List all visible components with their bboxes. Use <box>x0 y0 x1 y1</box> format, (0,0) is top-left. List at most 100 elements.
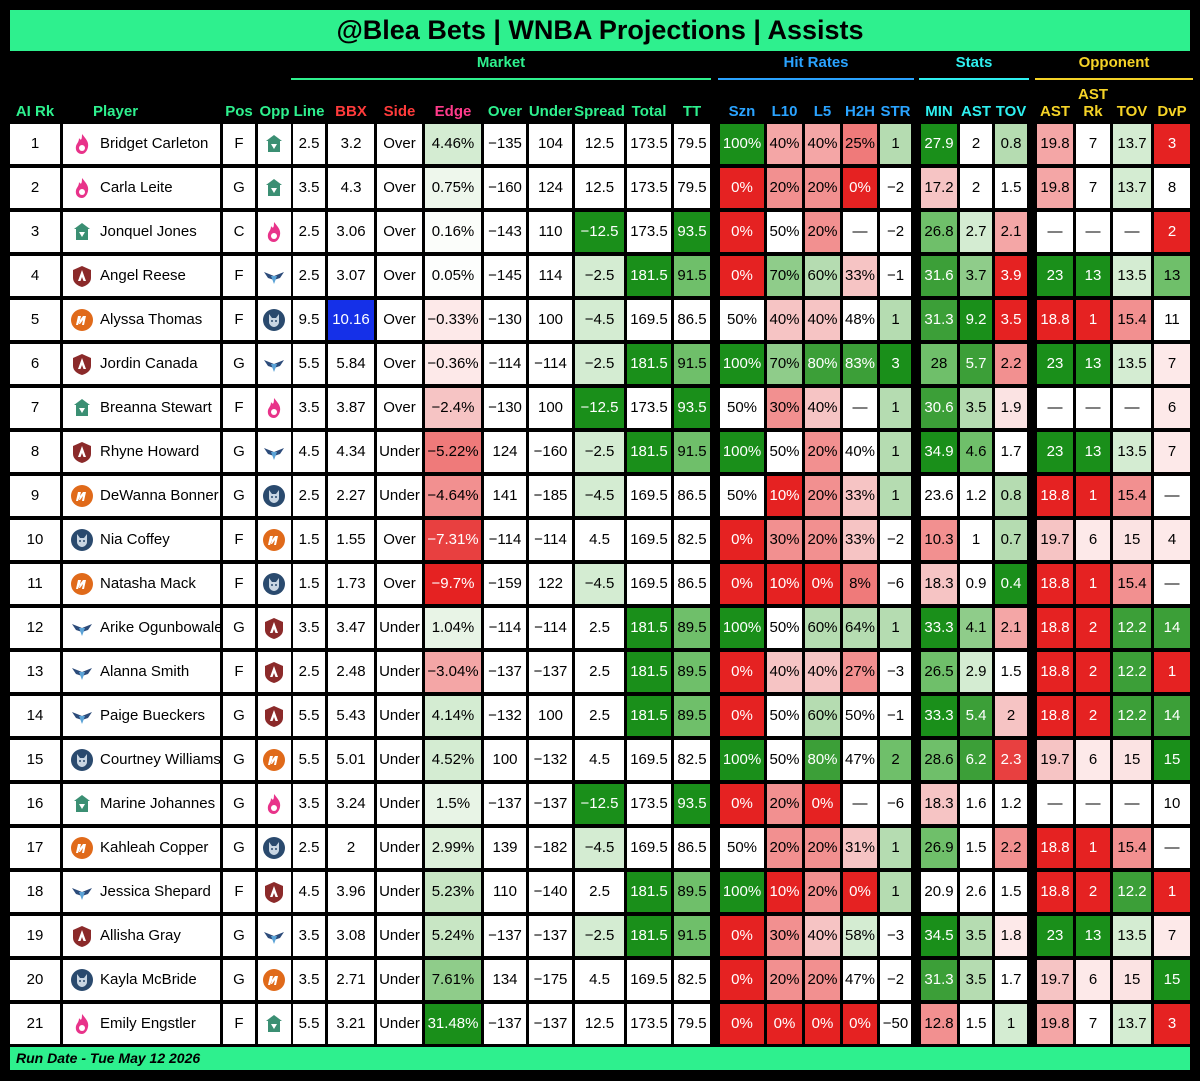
header-line[interactable]: Line <box>293 103 325 120</box>
header-oast[interactable]: AST <box>1040 103 1070 120</box>
cell-tov: 2 <box>995 696 1027 736</box>
cell-l10: 20% <box>767 784 802 824</box>
cell-l10: 50% <box>767 696 802 736</box>
cell-over: −159 <box>484 564 526 604</box>
table-row[interactable]: 18 Jessica Shepard F 4.5 3.96 Under 5.23% 110 −1… <box>7 870 1193 914</box>
table-row[interactable]: 19 Allisha Gray G 3.5 3.08 Under 5.24% −137 −137… <box>7 914 1193 958</box>
cell-l10: 10% <box>767 564 802 604</box>
cell-under: −137 <box>529 916 572 956</box>
header-str[interactable]: STR <box>880 103 911 120</box>
table-row[interactable]: 3 Jonquel Jones C 2.5 3.06 Over 0.16% −143 110 −1… <box>7 210 1193 254</box>
cell-side: Under <box>377 652 422 692</box>
cell-side: Under <box>377 740 422 780</box>
header-bbx[interactable]: BBX <box>335 103 367 120</box>
header-h2h[interactable]: H2H <box>844 103 875 120</box>
dream-logo-icon <box>265 882 283 903</box>
cell-oast: 23 <box>1037 256 1073 296</box>
header-l10[interactable]: L10 <box>771 103 798 120</box>
header-total[interactable]: Total <box>631 103 667 120</box>
header-dvp[interactable]: DvP <box>1157 103 1187 120</box>
cell-under: −140 <box>529 872 572 912</box>
cell-dvp: 11 <box>1154 300 1190 340</box>
cell-over: −114 <box>484 344 526 384</box>
table-row[interactable]: 10 Nia Coffey F 1.5 1.55 Over −7.31% −114 −114 4.… <box>7 518 1193 562</box>
cell-l5: 20% <box>805 520 840 560</box>
cell-l5: 40% <box>805 652 840 692</box>
header-rank[interactable]: AI Rk <box>15 103 55 120</box>
table-row[interactable]: 1 Bridget Carleton F 2.5 3.2 Over 4.46% −135 104… <box>7 122 1193 166</box>
table-row[interactable]: 17 Kahleah Copper G 2.5 2 Under 2.99% 139 −182 −4… <box>7 826 1193 870</box>
header-over[interactable]: Over <box>487 103 523 120</box>
table-row[interactable]: 13 Alanna Smith F 2.5 2.48 Under −3.04% −137 −13… <box>7 650 1193 694</box>
player-name: Rhyne Howard <box>100 443 200 460</box>
cell-tt: 86.5 <box>674 564 710 604</box>
table-row[interactable]: 14 Paige Bueckers G 5.5 5.43 Under 4.14% −132 10… <box>7 694 1193 738</box>
cell-ast: 5.7 <box>960 344 992 384</box>
cell-bbx: 3.06 <box>328 212 374 252</box>
table-row[interactable]: 4 Angel Reese F 2.5 3.07 Over 0.05% −145 114 −2.5… <box>7 254 1193 298</box>
group-header-hit: Hit Rates <box>718 54 914 82</box>
table-row[interactable]: 6 Jordin Canada G 5.5 5.84 Over −0.36% −114 −114… <box>7 342 1193 386</box>
cell-under: 104 <box>529 124 572 164</box>
header-spread[interactable]: Spread <box>574 103 625 120</box>
table-row[interactable]: 5 Alyssa Thomas F 9.5 10.16 Over −0.33% −130 100… <box>7 298 1193 342</box>
cell-szn: 100% <box>720 344 764 384</box>
header-otov[interactable]: TOV <box>1116 103 1148 120</box>
cell-astrk: 6 <box>1076 740 1110 780</box>
cell-spread: −4.5 <box>575 828 624 868</box>
header-tov[interactable]: TOV <box>995 103 1027 120</box>
cell-min: 34.5 <box>921 916 957 956</box>
cell-spread: 12.5 <box>575 124 624 164</box>
cell-ast: 3.5 <box>960 960 992 1000</box>
opponent-logo-cell <box>258 960 291 1000</box>
cell-tt: 82.5 <box>674 740 710 780</box>
cell-otov: 12.2 <box>1113 652 1151 692</box>
table-row[interactable]: 2 Carla Leite G 3.5 4.3 Over 0.75% −160 124 12.5 1… <box>7 166 1193 210</box>
cell-side: Under <box>377 608 422 648</box>
header-tt[interactable]: TT <box>682 103 702 120</box>
cell-astrk: 1 <box>1076 828 1110 868</box>
header-side[interactable]: Side <box>383 103 416 120</box>
table-row[interactable]: 11 Natasha Mack F 1.5 1.73 Over −9.7% −159 122 −4… <box>7 562 1193 606</box>
table-row[interactable]: 12 Arike Ogunbowale G 3.5 3.47 Under 1.04% −114… <box>7 606 1193 650</box>
table-row[interactable]: 16 Marine Johannes G 3.5 3.24 Under 1.5% −137 −1… <box>7 782 1193 826</box>
cell-over: −160 <box>484 168 526 208</box>
cell-rk: 21 <box>10 1004 60 1044</box>
group-underline <box>919 78 1029 80</box>
cell-ast: 4.1 <box>960 608 992 648</box>
header-ast[interactable]: AST <box>961 103 991 120</box>
cell-oast: 18.8 <box>1037 696 1073 736</box>
table-row[interactable]: 21 Emily Engstler F 5.5 3.21 Under 31.48% −137−… <box>7 1002 1193 1046</box>
table-row[interactable]: 20 Kayla McBride G 3.5 2.71 Under 7.61% 134 −175… <box>7 958 1193 1002</box>
header-opp[interactable]: Opp <box>259 103 290 120</box>
header-edge[interactable]: Edge <box>434 103 472 120</box>
cell-str: −1 <box>880 256 911 296</box>
cell-tt: 93.5 <box>674 212 710 252</box>
header-player[interactable]: Player <box>93 103 139 120</box>
cell-astrk: 2 <box>1076 608 1110 648</box>
cell-under: −137 <box>529 1004 572 1044</box>
player-cell: Alanna Smith <box>63 652 220 692</box>
table-row[interactable]: 15 Courtney Williams G 5.5 5.01 Under 4.52% 100… <box>7 738 1193 782</box>
cell-oast: — <box>1037 212 1073 252</box>
table-row[interactable]: 7 Breanna Stewart F 3.5 3.87 Over −2.4% −130 100… <box>7 386 1193 430</box>
header-szn[interactable]: Szn <box>728 103 756 120</box>
cell-tov: 1.9 <box>995 388 1027 428</box>
cell-l10: 30% <box>767 388 802 428</box>
cell-over: 100 <box>484 740 526 780</box>
cell-tt: 79.5 <box>674 124 710 164</box>
cell-over: −130 <box>484 300 526 340</box>
table-row[interactable]: 9 DeWanna Bonner G 2.5 2.27 Under −4.64% 141 −18… <box>7 474 1193 518</box>
table-row[interactable]: 8 Rhyne Howard G 4.5 4.34 Under −5.22% 124 −160−… <box>7 430 1193 474</box>
cell-side: Under <box>377 432 422 472</box>
cell-szn: 0% <box>720 212 764 252</box>
header-pos[interactable]: Pos <box>225 103 253 120</box>
header-ast-rk[interactable]: AST Rk <box>1074 86 1112 120</box>
header-under[interactable]: Under <box>528 103 573 120</box>
cell-edge: −2.4% <box>425 388 481 428</box>
cell-total: 169.5 <box>627 960 671 1000</box>
header-l5[interactable]: L5 <box>813 103 832 120</box>
cell-h2h: 8% <box>843 564 877 604</box>
player-cell: Rhyne Howard <box>63 432 220 472</box>
header-min[interactable]: MIN <box>925 103 953 120</box>
